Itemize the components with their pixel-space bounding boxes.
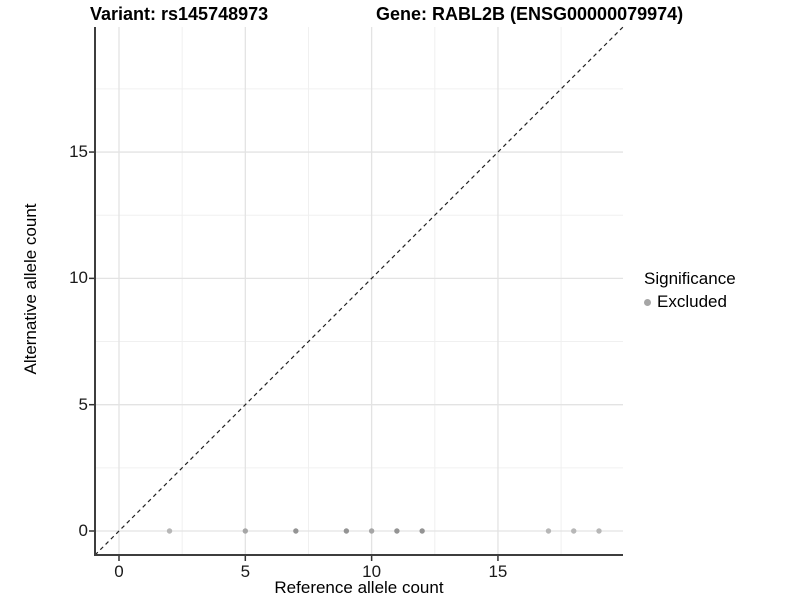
y-axis-title: Alternative allele count — [21, 203, 40, 375]
data-point — [166, 528, 173, 534]
data-point — [368, 528, 375, 534]
plot-title-gene: Gene: RABL2B (ENSG00000079974) — [376, 4, 684, 24]
data-point — [343, 528, 350, 534]
data-point — [545, 528, 552, 534]
x-tick-label: 0 — [114, 562, 124, 581]
plot-title-variant: Variant: rs145748973 — [90, 4, 269, 24]
legend-item-excluded: Excluded — [644, 292, 736, 312]
legend-item-label: Excluded — [657, 292, 727, 311]
identity-dashed-line — [94, 26, 624, 556]
data-point — [596, 528, 602, 534]
data-point — [242, 528, 249, 534]
x-axis-title: Reference allele count — [274, 578, 444, 597]
x-tick-label: 5 — [240, 562, 251, 581]
data-point — [419, 528, 425, 534]
y-tick-label: 0 — [78, 521, 88, 540]
data-point — [571, 528, 577, 534]
y-tick-label: 10 — [69, 268, 88, 288]
legend-point-icon — [644, 298, 651, 306]
data-point — [394, 528, 400, 534]
data-point — [293, 528, 299, 534]
x-tick-label: 10 — [362, 562, 382, 581]
legend-title: Significance — [644, 269, 736, 288]
y-tick-label: 5 — [78, 394, 88, 414]
x-tick-label: 15 — [488, 562, 508, 581]
legend: Significance Excluded — [644, 269, 736, 312]
y-tick-label: 15 — [69, 142, 88, 162]
